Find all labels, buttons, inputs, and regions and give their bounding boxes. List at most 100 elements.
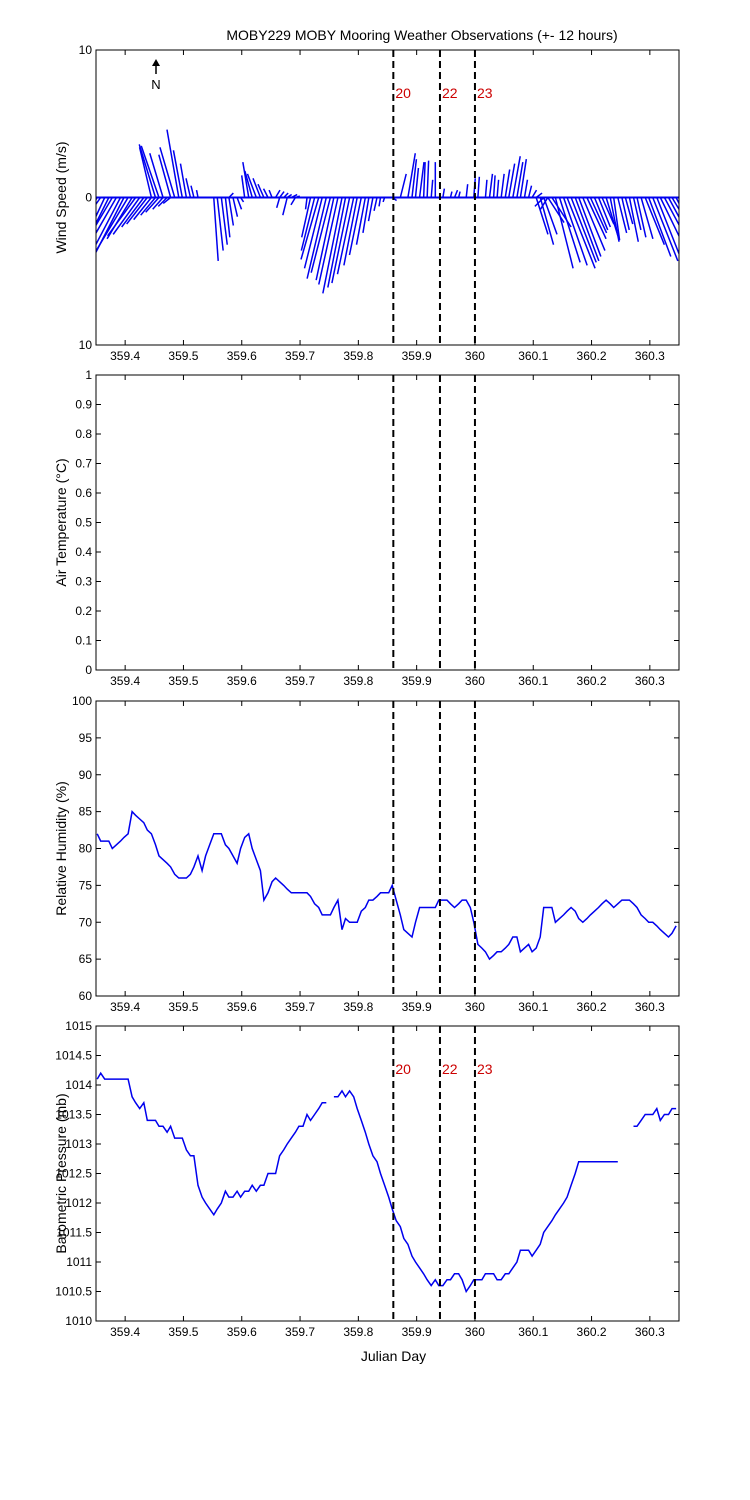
wind-vector-stick [138, 147, 153, 198]
wind-vector-stick [586, 197, 607, 240]
x-tick-label: 359.8 [343, 349, 373, 363]
wind-vector-stick [453, 189, 459, 198]
wind-vector-stick [96, 197, 122, 246]
wind-vector-stick [512, 156, 521, 198]
wind-vector-stick [306, 197, 328, 279]
wind-vector-stick [621, 197, 630, 231]
wind-vector-stick [442, 188, 446, 198]
y-tick-label: 1014.5 [55, 1049, 92, 1063]
wind-vector-stick [407, 153, 417, 198]
wind-vector-stick [240, 175, 246, 198]
y-axis-label: Air Temperature (°C) [53, 458, 69, 586]
wind-vector-stick [609, 197, 620, 242]
wind-vector-stick [355, 197, 367, 245]
wind-vector-stick [133, 197, 152, 221]
wind-vector-stick [283, 192, 289, 199]
wind-vector-stick [652, 197, 679, 262]
wind-vector-stick [185, 178, 192, 198]
wind-vector-stick [659, 197, 679, 238]
wind-vector-stick [589, 197, 608, 234]
x-axis-label: Julian Day [361, 1348, 426, 1364]
wind-vector-stick [535, 192, 543, 199]
x-tick-label: 359.9 [402, 1325, 432, 1339]
wind-vector-stick [488, 173, 494, 198]
x-tick-label: 359.4 [110, 1000, 140, 1014]
wind-vector-stick [496, 179, 500, 198]
north-arrow-label: N [151, 77, 160, 92]
wind-vector-stick [656, 197, 679, 254]
wind-vector-stick [290, 197, 297, 206]
wind-vector-stick [414, 167, 420, 198]
wind-vector-stick [286, 193, 293, 199]
wind-vector-stick [140, 145, 160, 198]
wind-vector-stick [236, 197, 243, 210]
x-tick-label: 359.6 [227, 1325, 257, 1339]
x-tick-label: 359.7 [285, 349, 315, 363]
y-tick-label: 60 [79, 989, 93, 1003]
wind-vector-stick [465, 184, 469, 198]
wind-vector-stick [220, 197, 228, 245]
x-tick-label: 360.1 [518, 674, 548, 688]
wind-vector-stick [543, 197, 558, 235]
wind-vector-stick [274, 189, 281, 198]
x-tick-label: 360.2 [577, 674, 607, 688]
wind-vector-stick [224, 197, 231, 238]
wind-vector-stick [574, 197, 600, 262]
wind-vector-stick [671, 197, 679, 211]
wind-vector-stick [601, 197, 615, 225]
x-tick-label: 359.9 [402, 349, 432, 363]
wind-vector-stick [343, 197, 358, 266]
plot-area [96, 129, 679, 294]
relative-humidity-panel: 60 65 70 75 80 85 90 95 100 359.4 359.5 359.6 359.7 3… [53, 694, 680, 1014]
wind-vector-stick [152, 197, 164, 210]
wind-vector-stick [282, 197, 288, 216]
x-tick-label: 359.6 [227, 674, 257, 688]
wind-vector-stick [663, 197, 679, 227]
wind-vector-stick [566, 197, 596, 269]
wind-vector-stick [121, 197, 145, 228]
x-tick-label: 359.4 [110, 674, 140, 688]
wind-vector-stick [624, 197, 634, 225]
wind-vector-stick [570, 197, 597, 263]
wind-vector-stick [531, 189, 538, 198]
x-tick-label: 359.6 [227, 349, 257, 363]
north-arrow-head-icon [152, 59, 160, 66]
wind-vector-stick [107, 197, 137, 237]
wind-vector-stick [179, 163, 188, 198]
wind-vector-stick [331, 197, 351, 284]
y-tick-label: 0 [85, 191, 92, 205]
y-tick-label: 0.7 [75, 457, 92, 471]
wind-vector-stick [96, 197, 106, 218]
plot-frame [95, 49, 680, 346]
wind-vector-stick [411, 159, 418, 198]
wind-vector-stick [647, 197, 672, 257]
barometric-pressure-panel: 1010 1010.5 1011 1011.5 1012 1012.5 1013 1013.5… [53, 1019, 680, 1364]
y-tick-label: 95 [79, 731, 93, 745]
wind-vector-stick [318, 197, 339, 285]
figure-title: MOBY229 MOBY Mooring Weather Observation… [226, 27, 617, 43]
x-tick-label: 359.7 [285, 674, 315, 688]
wind-vector-stick [228, 192, 234, 199]
x-tick-label: 360.2 [577, 1325, 607, 1339]
wind-vector-stick [492, 175, 496, 198]
series-line [96, 1071, 677, 1294]
wind-vector-stick [195, 189, 199, 198]
plot-frame [95, 700, 680, 997]
wind-speed-panel: 10 0 10 359.4 359.5 359.6 359.7 359.8 359.9 360 36… [53, 43, 680, 363]
x-tick-label: 359.7 [285, 1325, 315, 1339]
wind-vector-stick [304, 197, 308, 210]
y-tick-label: 75 [79, 878, 93, 892]
x-tick-label: 360.3 [635, 349, 665, 363]
y-axis-label: Wind Speed (m/s) [53, 141, 69, 253]
wind-vector-stick [554, 197, 574, 269]
wind-vector-stick [527, 185, 533, 198]
wind-vector-stick [257, 183, 265, 198]
wind-vector-stick [157, 196, 168, 207]
y-tick-label: 0.4 [75, 545, 92, 559]
x-tick-label: 360 [465, 1325, 485, 1339]
wind-vector-stick [508, 163, 516, 198]
wind-vector-stick [418, 162, 425, 198]
x-tick-label: 359.5 [168, 1000, 198, 1014]
wind-vector-stick [275, 197, 281, 209]
y-tick-label: 65 [79, 952, 93, 966]
